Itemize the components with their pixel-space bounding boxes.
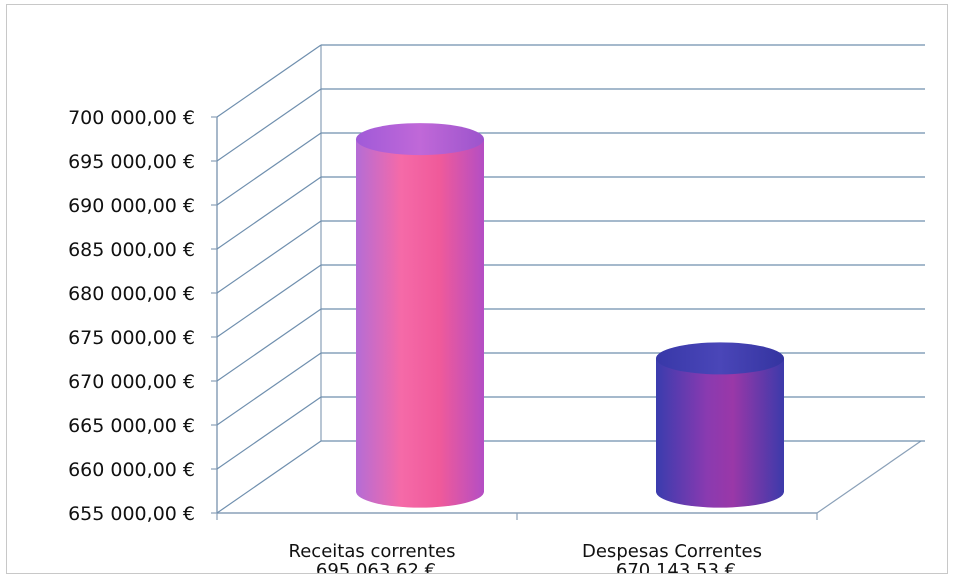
gridlines — [217, 45, 925, 513]
y-tick-label: 695 000,00 € — [68, 151, 195, 173]
gridline-side — [217, 309, 321, 381]
y-tick-label: 685 000,00 € — [68, 239, 195, 261]
gridline-side — [217, 89, 321, 161]
bar-despesas-correntes — [656, 342, 784, 507]
y-tick-label: 670 000,00 € — [68, 371, 195, 393]
data-label: 670 143,53 € — [616, 560, 736, 573]
category-label: Despesas Correntes — [582, 541, 762, 562]
y-tick-label: 665 000,00 € — [68, 415, 195, 437]
gridline-side — [217, 353, 321, 425]
chart-frame: 700 000,00 € 695 000,00 € 690 000,00 € 685 … — [6, 4, 948, 574]
gridline-side — [217, 441, 321, 513]
data-label: 695 063,62 € — [316, 560, 436, 573]
y-axis-ticks: 700 000,00 € 695 000,00 € 690 000,00 € 685 … — [68, 107, 217, 525]
bar-body — [656, 358, 784, 507]
bar-receitas-correntes — [356, 123, 484, 508]
gridline-side — [217, 221, 321, 293]
category-label: Receitas correntes — [289, 541, 456, 562]
y-tick-label: 690 000,00 € — [68, 195, 195, 217]
axes-layer — [217, 45, 921, 520]
gridline-side — [217, 397, 321, 469]
y-tick-label: 660 000,00 € — [68, 459, 195, 481]
y-tick-label: 655 000,00 € — [68, 503, 195, 525]
bar-top — [356, 123, 484, 155]
floor-right-edge — [817, 441, 921, 513]
gridline-side — [217, 45, 321, 117]
y-tick-label: 680 000,00 € — [68, 283, 195, 305]
gridline-side — [217, 265, 321, 337]
y-tick-label: 675 000,00 € — [68, 327, 195, 349]
bar-body — [356, 139, 484, 508]
gridline-side — [217, 177, 321, 249]
y-tick-label: 700 000,00 € — [68, 107, 195, 129]
bar-top — [656, 342, 784, 374]
gridline-side — [217, 133, 321, 205]
cylinder-bar-chart: 700 000,00 € 695 000,00 € 690 000,00 € 685 … — [7, 5, 947, 573]
bars — [356, 123, 784, 508]
